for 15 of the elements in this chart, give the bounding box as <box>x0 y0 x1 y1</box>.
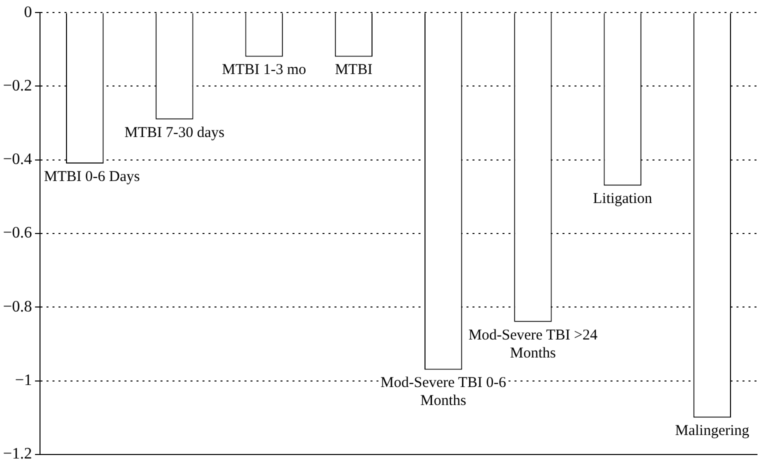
x-tick-label: Mod-Severe TBI 0-6 Months <box>380 375 507 410</box>
x-tick-label: MTBI 7-30 days <box>124 124 225 141</box>
x-tick-label: Malingering <box>675 423 750 440</box>
x-tick-label: MTBI 0-6 Days <box>44 168 140 185</box>
x-tick-label: Litigation <box>592 191 653 208</box>
y-tick-label: −0.6 <box>2 224 32 242</box>
x-tick-label: MTBI <box>334 62 372 78</box>
y-tick-label: −0.2 <box>2 77 32 94</box>
x-tick-label: MTBI 1-3 mo <box>222 62 306 78</box>
x-tick-label: Mod-Severe TBI >24 Months <box>468 327 598 362</box>
y-tick-label: 0 <box>24 4 32 21</box>
y-tick-label: −0.8 <box>2 298 32 316</box>
y-tick-label: −0.4 <box>2 151 32 168</box>
y-tick-label: −1.2 <box>2 446 32 463</box>
y-tick-label: −1 <box>14 372 32 389</box>
